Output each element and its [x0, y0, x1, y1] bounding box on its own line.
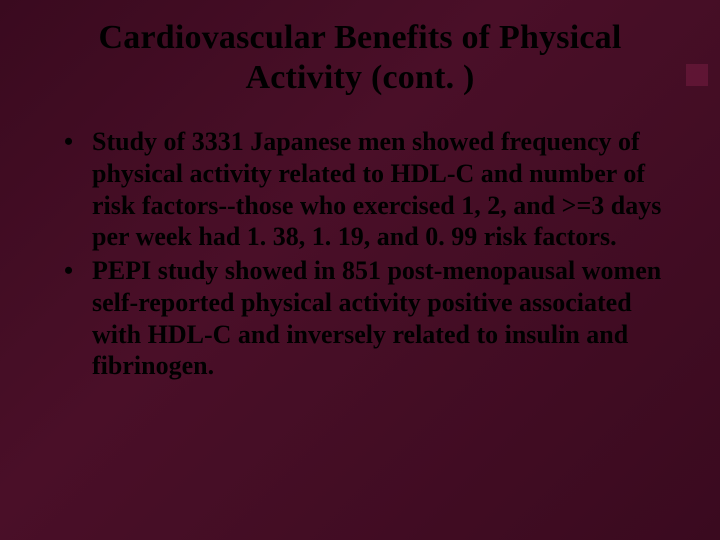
bullet-list: Study of 3331 Japanese men showed freque…	[48, 126, 672, 382]
slide: Cardiovascular Benefits of Physical Acti…	[0, 0, 720, 540]
accent-square-icon	[686, 64, 708, 86]
list-item: Study of 3331 Japanese men showed freque…	[48, 126, 672, 253]
slide-title: Cardiovascular Benefits of Physical Acti…	[48, 18, 672, 98]
list-item: PEPI study showed in 851 post-menopausal…	[48, 255, 672, 382]
